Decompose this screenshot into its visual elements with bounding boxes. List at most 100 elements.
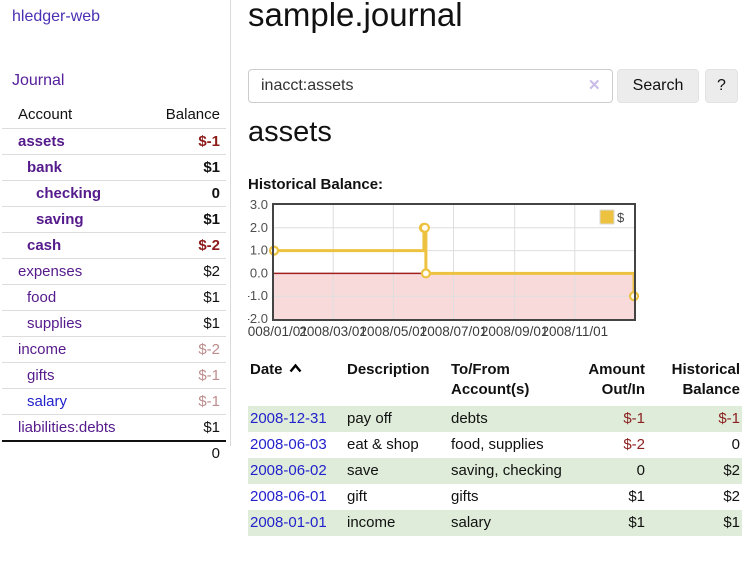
transaction-description: save <box>345 458 449 484</box>
transaction-amount: $-1 <box>571 406 647 432</box>
accounts-header-balance: Balance <box>148 102 226 129</box>
register-header-date[interactable]: Date <box>248 358 345 406</box>
account-heading: assets <box>248 116 332 148</box>
account-row: bank $1 <box>2 154 226 181</box>
account-row: checking 0 <box>2 180 226 207</box>
transaction-accounts: food, supplies <box>451 436 544 453</box>
search-input[interactable] <box>248 69 613 103</box>
account-balance: $-2 <box>148 336 226 363</box>
transaction-accounts: debts <box>449 406 571 432</box>
account-row: assets $-1 <box>2 128 226 155</box>
legend-swatch <box>599 209 615 225</box>
x-tick-label: 2008/03/01 <box>299 324 367 339</box>
clear-search-icon[interactable]: ✕ <box>588 77 601 94</box>
transaction-balance: 0 <box>731 436 740 453</box>
transaction-balance: $1 <box>647 510 742 536</box>
transaction-date-link[interactable]: 2008-06-02 <box>250 462 327 479</box>
transaction-date-cell: 2008-06-02 <box>248 458 345 484</box>
account-link[interactable]: cash <box>27 237 62 254</box>
transaction-date-cell: 2008-06-03 <box>248 432 345 458</box>
account-balance: $1 <box>148 206 226 233</box>
account-link[interactable]: expenses <box>18 263 83 280</box>
account-link[interactable]: salary <box>27 393 68 410</box>
plot-border <box>272 203 636 321</box>
account-link[interactable]: saving <box>36 211 84 228</box>
account-balance: $1 <box>148 284 226 311</box>
transaction-description: eat & shop <box>347 436 419 453</box>
transaction-date-link[interactable]: 2008-12-31 <box>250 410 327 427</box>
account-cell: saving <box>2 206 149 233</box>
transaction-date-cell: 2008-12-31 <box>248 406 345 432</box>
transaction-amount: $1 <box>571 510 647 536</box>
transaction-row: 2008-12-31 pay off debts $-1 $-1 <box>248 406 742 432</box>
account-row: expenses $2 <box>2 258 226 285</box>
register-header-balance: Historical Balance <box>671 361 740 398</box>
account-row: food $1 <box>2 284 226 311</box>
transaction-accounts: saving, checking <box>449 458 571 484</box>
sidebar-item-journal[interactable]: Journal <box>12 72 65 89</box>
account-link[interactable]: gifts <box>27 367 55 384</box>
account-link[interactable]: assets <box>18 133 65 150</box>
search-bar: ✕ Search ? <box>248 69 742 103</box>
account-link[interactable]: income <box>18 341 67 358</box>
account-cell: salary <box>2 388 149 415</box>
account-balance: $2 <box>148 258 226 285</box>
account-cell: cash <box>2 232 149 259</box>
x-tick-label: 2008/01/01 <box>248 324 308 339</box>
account-balance: $1 <box>148 414 226 442</box>
help-button[interactable]: ? <box>705 69 738 103</box>
account-link[interactable]: supplies <box>27 315 83 332</box>
y-tick-label: 1.0 <box>250 243 268 258</box>
register-table: Date Description To/From Account(s) Amou… <box>248 358 742 536</box>
accounts-total-row: 0 <box>2 440 226 465</box>
chart-title: Historical Balance: <box>248 176 384 193</box>
transaction-accounts: salary <box>449 510 571 536</box>
x-tick-label: 2008/07/01 <box>420 324 488 339</box>
accounts-header-row: Account Balance <box>2 102 226 129</box>
account-row: cash $-2 <box>2 232 226 259</box>
transaction-balance: $-1 <box>647 406 742 432</box>
data-point-marker <box>419 222 431 233</box>
transaction-row: 2008-06-02 save saving, checking 0 $2 <box>248 458 742 484</box>
account-cell: expenses <box>2 258 149 285</box>
transaction-date-link[interactable]: 2008-06-03 <box>250 436 327 453</box>
register-header-description: Description <box>347 361 430 378</box>
x-tick-label: 2008/11/01 <box>542 324 609 339</box>
transaction-amount: 0 <box>571 458 647 484</box>
transaction-date-cell: 2008-06-01 <box>248 484 345 510</box>
transaction-date-link[interactable]: 2008-06-01 <box>250 488 327 505</box>
sort-ascending-icon[interactable] <box>289 360 302 380</box>
search-button[interactable]: Search <box>617 69 699 103</box>
account-link[interactable]: checking <box>36 185 102 202</box>
account-row: salary $-1 <box>2 388 226 415</box>
accounts-total-value: 0 <box>148 440 226 465</box>
transaction-row: 2008-06-03 eat & shop food, supplies $-2 0 <box>248 432 742 458</box>
transaction-row: 2008-06-01 gift gifts $1 $2 <box>248 484 742 510</box>
transaction-accounts: gifts <box>451 488 479 505</box>
accounts-header-account: Account <box>2 102 149 129</box>
account-cell: supplies <box>2 310 149 337</box>
legend-label: $ <box>617 210 625 225</box>
y-tick-label: 3.0 <box>250 197 268 212</box>
account-link[interactable]: liabilities:debts <box>18 419 116 436</box>
register-header-date-label: Date <box>250 361 283 378</box>
transaction-date-link[interactable]: 2008-01-01 <box>250 514 327 531</box>
account-row: saving $1 <box>2 206 226 233</box>
transaction-date-cell: 2008-01-01 <box>248 510 345 536</box>
account-link[interactable]: food <box>27 289 57 306</box>
account-link[interactable]: bank <box>27 159 63 176</box>
transaction-description: income <box>345 510 449 536</box>
transaction-amount: $-2 <box>623 436 645 453</box>
transaction-balance: $2 <box>647 458 742 484</box>
brand-link[interactable]: hledger-web <box>12 8 101 25</box>
account-row: liabilities:debts $1 <box>2 414 226 442</box>
main-pane: sample.journal ✕ Search ? assets Histori… <box>248 0 742 582</box>
transaction-balance: $2 <box>723 488 740 505</box>
account-cell: checking <box>2 180 149 207</box>
y-tick-label: -2.0 <box>248 311 268 326</box>
transaction-description: pay off <box>345 406 449 432</box>
account-balance: $-2 <box>148 232 226 259</box>
y-tick-label: -1.0 <box>248 288 268 303</box>
account-cell: income <box>2 336 149 363</box>
